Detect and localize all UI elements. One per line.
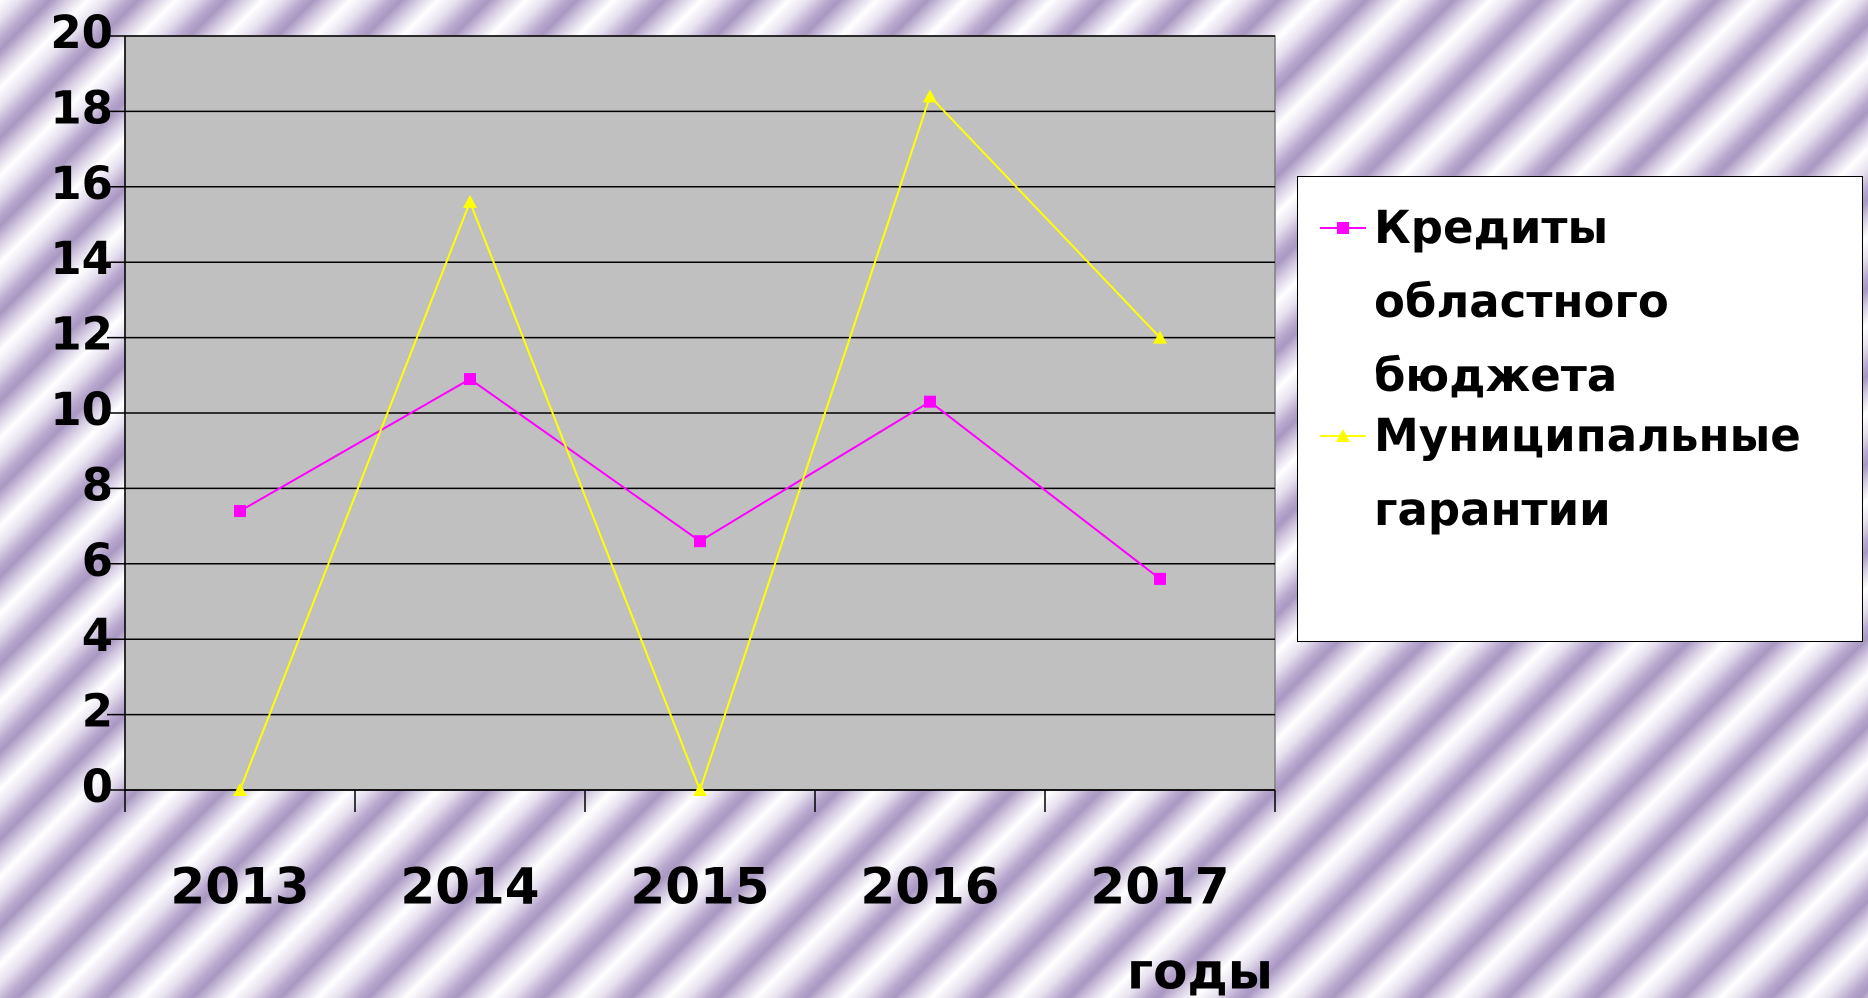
x-tick-label: 2015 <box>630 858 769 916</box>
legend-marker <box>1336 429 1350 442</box>
y-tick-label: 14 <box>50 232 113 285</box>
x-tick-label: 2013 <box>170 858 309 916</box>
y-tick-label: 4 <box>82 609 113 662</box>
legend: Кредиты областного бюджета Муниципальные … <box>1297 176 1863 642</box>
marker <box>234 505 246 518</box>
marker <box>924 395 936 408</box>
y-tick-label: 6 <box>82 534 113 587</box>
x-tick-label: 2017 <box>1090 858 1229 916</box>
legend-item: Кредиты областного бюджета <box>1318 191 1844 413</box>
legend-swatch <box>1320 429 1366 442</box>
x-axis-title: годы <box>1127 943 1273 998</box>
legend-swatch <box>1320 222 1366 234</box>
marker <box>694 535 706 548</box>
y-tick-label: 20 <box>50 6 113 59</box>
marker <box>233 783 247 796</box>
marker <box>464 373 476 386</box>
legend-label: Муниципальные гарантии <box>1374 409 1801 536</box>
y-tick-label: 8 <box>82 458 113 511</box>
x-tick-label: 2014 <box>400 858 539 916</box>
y-tick-label: 12 <box>50 308 113 361</box>
marker <box>1154 572 1166 585</box>
y-tick-label: 18 <box>50 81 113 134</box>
y-tick-label: 0 <box>82 760 113 813</box>
legend-marker <box>1337 222 1349 234</box>
legend-item: Муниципальные гарантии <box>1318 399 1844 547</box>
y-tick-label: 16 <box>50 157 113 210</box>
marker <box>463 194 477 208</box>
marker <box>1153 330 1167 344</box>
y-tick-label: 10 <box>50 383 113 436</box>
marker <box>923 89 937 103</box>
y-tick-label: 2 <box>82 685 113 738</box>
legend-label: Кредиты областного бюджета <box>1374 201 1669 402</box>
x-tick-label: 2016 <box>860 858 999 916</box>
marker <box>693 783 707 796</box>
